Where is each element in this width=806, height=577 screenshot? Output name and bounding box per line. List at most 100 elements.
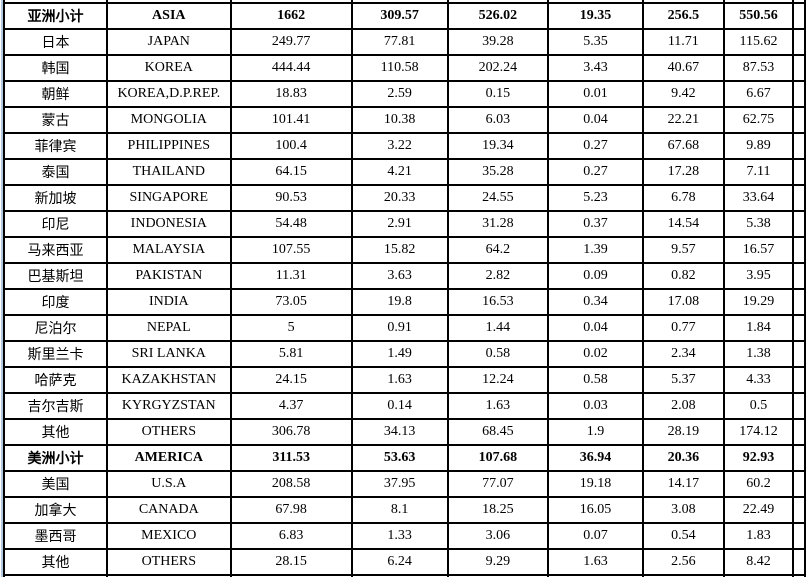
cell-value[interactable]: 14.54 xyxy=(641,210,725,238)
cell-value[interactable]: 107.68 xyxy=(446,444,550,472)
cell-value[interactable]: 5.37 xyxy=(641,366,725,394)
cell-value[interactable]: 444.44 xyxy=(229,54,353,82)
cell-name-en[interactable]: PAKISTAN xyxy=(106,262,232,290)
cell-name-zh[interactable]: 其他 xyxy=(3,418,108,446)
cell-value[interactable]: 100.4 xyxy=(229,132,353,160)
cell-value[interactable]: 20.36 xyxy=(641,444,725,472)
cell-value[interactable]: 0.02 xyxy=(547,340,644,368)
cell-value[interactable]: 33.64 xyxy=(722,184,795,212)
cell-value[interactable]: 92.93 xyxy=(722,444,795,472)
cell-name-zh[interactable]: 哈萨克 xyxy=(3,366,108,394)
cell-value[interactable]: 2.59 xyxy=(350,80,449,108)
cell-value[interactable]: 3.43 xyxy=(547,54,644,82)
cell-value[interactable]: 5.81 xyxy=(229,340,353,368)
cell-value[interactable]: 0.34 xyxy=(547,288,644,316)
cell-value[interactable]: 1.84 xyxy=(722,314,795,342)
cell-value[interactable]: 14.17 xyxy=(641,470,725,498)
cell-value[interactable]: 0.77 xyxy=(641,314,725,342)
cell-value[interactable]: 5.23 xyxy=(547,184,644,212)
cell-name-en[interactable]: THAILAND xyxy=(106,158,232,186)
cell-name-en[interactable]: AMERICA xyxy=(106,444,232,472)
cell-name-zh[interactable]: 美洲小计 xyxy=(3,444,108,472)
cell-value[interactable]: 9.42 xyxy=(641,80,725,108)
cell-value[interactable]: 3.22 xyxy=(350,132,449,160)
cell-value[interactable]: 4.33 xyxy=(722,366,795,394)
cell-value[interactable]: 110.58 xyxy=(350,54,449,82)
cell-value[interactable]: 0.82 xyxy=(641,262,725,290)
cell-value[interactable]: 9.89 xyxy=(722,132,795,160)
cell-name-en[interactable]: ASIA xyxy=(106,2,232,30)
cell-value[interactable]: 64.15 xyxy=(229,158,353,186)
cell-value[interactable]: 202.24 xyxy=(446,54,550,82)
cell-value[interactable]: 249.77 xyxy=(229,28,353,56)
cell-value[interactable]: 0.09 xyxy=(547,262,644,290)
cell-name-zh[interactable]: 菲律宾 xyxy=(3,132,108,160)
cell-value[interactable]: 7.11 xyxy=(722,158,795,186)
cell-name-zh[interactable]: 吉尔吉斯 xyxy=(3,392,108,420)
cell-value[interactable]: 22.21 xyxy=(641,106,725,134)
cell-name-en[interactable]: KAZAKHSTAN xyxy=(106,366,232,394)
cell-value[interactable]: 12.24 xyxy=(446,366,550,394)
cell-value[interactable]: 35.28 xyxy=(446,158,550,186)
cell-value[interactable]: 0.5 xyxy=(722,392,795,420)
cell-value[interactable]: 39.28 xyxy=(446,28,550,56)
cell-name-en[interactable]: SINGAPORE xyxy=(106,184,232,212)
cell-value[interactable]: 9.57 xyxy=(641,236,725,264)
cell-name-en[interactable]: INDIA xyxy=(106,288,232,316)
cell-value[interactable]: 77.81 xyxy=(350,28,449,56)
cell-name-en[interactable]: SRI LANKA xyxy=(106,340,232,368)
cell-value[interactable]: 16.05 xyxy=(547,496,644,524)
cell-name-zh[interactable]: 尼泊尔 xyxy=(3,314,108,342)
cell-value[interactable]: 3.63 xyxy=(350,262,449,290)
cell-name-zh[interactable]: 亚洲小计 xyxy=(3,2,108,30)
cell-value[interactable]: 60.2 xyxy=(722,470,795,498)
cell-value[interactable]: 550.56 xyxy=(722,2,795,30)
cell-value[interactable]: 174.12 xyxy=(722,418,795,446)
cell-value[interactable]: 101.41 xyxy=(229,106,353,134)
cell-name-zh[interactable]: 泰国 xyxy=(3,158,108,186)
cell-value[interactable]: 28.15 xyxy=(229,548,353,576)
cell-value[interactable]: 68.45 xyxy=(446,418,550,446)
cell-name-en[interactable]: NEPAL xyxy=(106,314,232,342)
cell-value[interactable]: 67.68 xyxy=(641,132,725,160)
cell-name-zh[interactable]: 马来西亚 xyxy=(3,236,108,264)
cell-value[interactable]: 16.57 xyxy=(722,236,795,264)
cell-value[interactable]: 77.07 xyxy=(446,470,550,498)
cell-name-en[interactable]: MONGOLIA xyxy=(106,106,232,134)
cell-value[interactable]: 19.18 xyxy=(547,470,644,498)
cell-value[interactable]: 5.35 xyxy=(547,28,644,56)
cell-value[interactable]: 309.57 xyxy=(350,2,449,30)
cell-value[interactable]: 64.2 xyxy=(446,236,550,264)
cell-value[interactable]: 67.98 xyxy=(229,496,353,524)
cell-value[interactable]: 90.53 xyxy=(229,184,353,212)
cell-value[interactable]: 1.9 xyxy=(547,418,644,446)
cell-value[interactable]: 311.53 xyxy=(229,444,353,472)
cell-value[interactable]: 2.34 xyxy=(641,340,725,368)
cell-value[interactable]: 6.78 xyxy=(641,184,725,212)
cell-name-zh[interactable]: 印尼 xyxy=(3,210,108,238)
cell-name-en[interactable]: CANADA xyxy=(106,496,232,524)
cell-value[interactable]: 0.01 xyxy=(547,80,644,108)
cell-value[interactable]: 115.62 xyxy=(722,28,795,56)
cell-value[interactable]: 87.53 xyxy=(722,54,795,82)
cell-value[interactable]: 9.29 xyxy=(446,548,550,576)
cell-name-zh[interactable]: 斯里兰卡 xyxy=(3,340,108,368)
cell-value[interactable]: 54.48 xyxy=(229,210,353,238)
cell-value[interactable]: 1.83 xyxy=(722,522,795,550)
cell-value[interactable]: 0.27 xyxy=(547,158,644,186)
cell-value[interactable]: 1.39 xyxy=(547,236,644,264)
cell-value[interactable]: 2.08 xyxy=(641,392,725,420)
cell-name-zh[interactable]: 美国 xyxy=(3,470,108,498)
cell-value[interactable]: 8.1 xyxy=(350,496,449,524)
cell-name-en[interactable]: U.S.A xyxy=(106,470,232,498)
cell-value[interactable]: 24.15 xyxy=(229,366,353,394)
cell-value[interactable]: 24.55 xyxy=(446,184,550,212)
cell-value[interactable]: 19.8 xyxy=(350,288,449,316)
cell-name-zh[interactable]: 日本 xyxy=(3,28,108,56)
cell-name-en[interactable]: JAPAN xyxy=(106,28,232,56)
cell-value[interactable]: 62.75 xyxy=(722,106,795,134)
cell-value[interactable]: 0.04 xyxy=(547,106,644,134)
cell-value[interactable]: 208.58 xyxy=(229,470,353,498)
cell-value[interactable]: 36.94 xyxy=(547,444,644,472)
cell-value[interactable]: 0.07 xyxy=(547,522,644,550)
